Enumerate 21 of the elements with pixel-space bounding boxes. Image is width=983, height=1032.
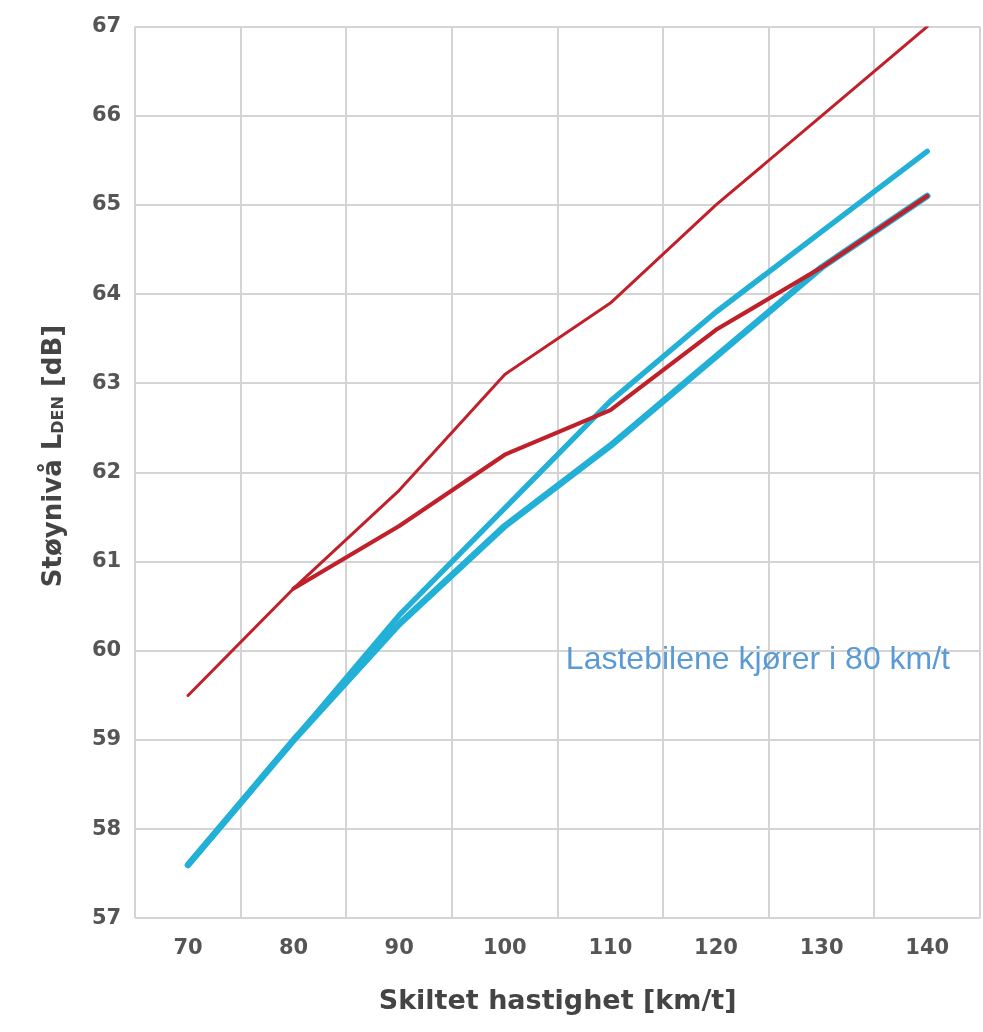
y-tick-label: 66 (91, 102, 122, 127)
x-tick-label: 70 (173, 935, 203, 960)
y-tick-label: 64 (91, 280, 122, 305)
y-tick-label: 61 (91, 548, 122, 573)
x-tick-label: 90 (384, 935, 414, 960)
x-tick-label: 130 (799, 935, 844, 960)
annotation: Lastebilene kjører i 80 km/t (565, 639, 951, 676)
y-tick-label: 65 (91, 191, 122, 216)
x-tick-label: 120 (694, 935, 738, 960)
y-tick-label: 62 (91, 458, 122, 483)
x-axis-title: Skiltet hastighet [km/t] (378, 983, 737, 1015)
y-tick-label: 63 (91, 369, 122, 394)
y-tick-label: 58 (91, 815, 122, 840)
x-tick-label: 110 (588, 935, 633, 960)
y-tick-label: 57 (91, 904, 122, 929)
x-tick-label: 140 (905, 935, 950, 960)
y-tick-label: 60 (91, 637, 122, 662)
x-tick-label: 80 (279, 935, 309, 960)
y-tick-label: 67 (91, 13, 122, 38)
y-tick-label: 59 (91, 726, 122, 751)
x-tick-label: 100 (482, 935, 527, 960)
